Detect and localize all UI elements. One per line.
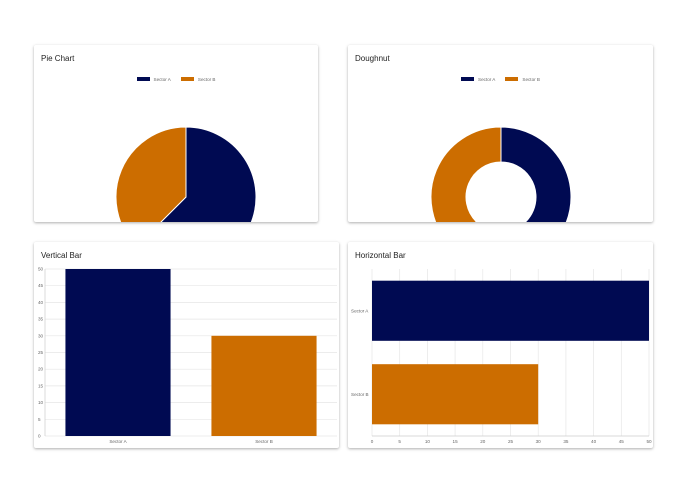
legend-swatch-sector-a (136, 77, 150, 81)
x-tick-label: 5 (398, 439, 401, 444)
y-tick-label: 10 (38, 400, 44, 405)
y-tick-label: 45 (38, 283, 44, 288)
bar-sector-b[interactable] (211, 335, 317, 436)
bar-sector-a[interactable] (65, 269, 171, 436)
pie-chart-plot (115, 126, 257, 222)
legend-label: Sector B (197, 76, 216, 82)
legend-swatch-sector-b (505, 77, 519, 81)
legend-item[interactable]: Sector B (180, 76, 216, 82)
x-tick-label: 25 (508, 439, 514, 444)
y-tick-label: 5 (38, 417, 41, 422)
chart-legend: Sector A Sector B (348, 75, 653, 83)
legend-item[interactable]: Sector A (136, 76, 171, 82)
x-tick-label: Sector A (109, 439, 127, 444)
card-title: Pie Chart (41, 54, 75, 63)
y-tick-label: 20 (38, 367, 44, 372)
y-tick-label: Sector A (351, 308, 369, 313)
y-tick-label: 25 (38, 350, 44, 355)
legend-item[interactable]: Sector B (505, 77, 540, 82)
legend-label: Sector B (522, 76, 540, 82)
x-tick-label: 35 (563, 439, 569, 444)
legend-item[interactable]: Sector A (461, 77, 495, 82)
x-tick-label: Sector B (255, 439, 273, 444)
x-tick-label: 30 (536, 439, 542, 444)
y-tick-label: 40 (38, 300, 44, 305)
x-tick-label: 50 (646, 439, 652, 444)
y-tick-label: 35 (38, 317, 44, 322)
legend-label: Sector A (153, 76, 171, 82)
x-tick-label: 15 (453, 439, 459, 444)
y-tick-label: Sector B (351, 392, 369, 397)
y-tick-label: 15 (38, 383, 44, 388)
pie-slice-sector-b[interactable] (115, 126, 187, 222)
vertical-bar-plot: 0 5 10 15 20 25 30 35 40 45 50 Sector A Sector B (38, 267, 337, 444)
x-tick-label: 45 (619, 439, 625, 444)
x-tick-label: 20 (480, 439, 486, 444)
bar-sector-a[interactable] (372, 280, 649, 341)
pie-slice-sector-b[interactable] (430, 126, 502, 222)
chart-legend: Sector A Sector B (34, 75, 318, 83)
card-title: Horizontal Bar (355, 251, 406, 260)
card-title: Doughnut (355, 54, 390, 63)
vertical-bar-card: Vertical Bar 0 5 10 15 20 25 30 35 40 45 50 Sector … (34, 242, 339, 448)
x-tick-label: 40 (591, 439, 597, 444)
horizontal-bar-card: Horizontal Bar 0 5 10 15 20 25 30 35 40 45 50 Secto… (348, 242, 653, 448)
bar-sector-b[interactable] (372, 364, 539, 425)
horizontal-bar-plot: 0 5 10 15 20 25 30 35 40 45 50 Sector A Sector B (351, 269, 652, 444)
doughnut-chart-plot (430, 126, 572, 222)
y-tick-label: 0 (38, 434, 41, 439)
legend-swatch-sector-b (180, 77, 194, 81)
x-tick-label: 0 (371, 439, 374, 444)
pie-chart-card: Pie Chart Sector A Sector B (34, 45, 318, 222)
x-tick-label: 10 (425, 439, 431, 444)
legend-label: Sector A (478, 76, 496, 82)
pie-slice-sector-a[interactable] (452, 126, 572, 222)
doughnut-chart-card: Doughnut Sector A Sector B (348, 45, 653, 222)
y-tick-label: 30 (38, 333, 44, 338)
card-title: Vertical Bar (41, 251, 82, 260)
y-tick-label: 50 (38, 267, 44, 272)
legend-swatch-sector-a (461, 77, 474, 81)
